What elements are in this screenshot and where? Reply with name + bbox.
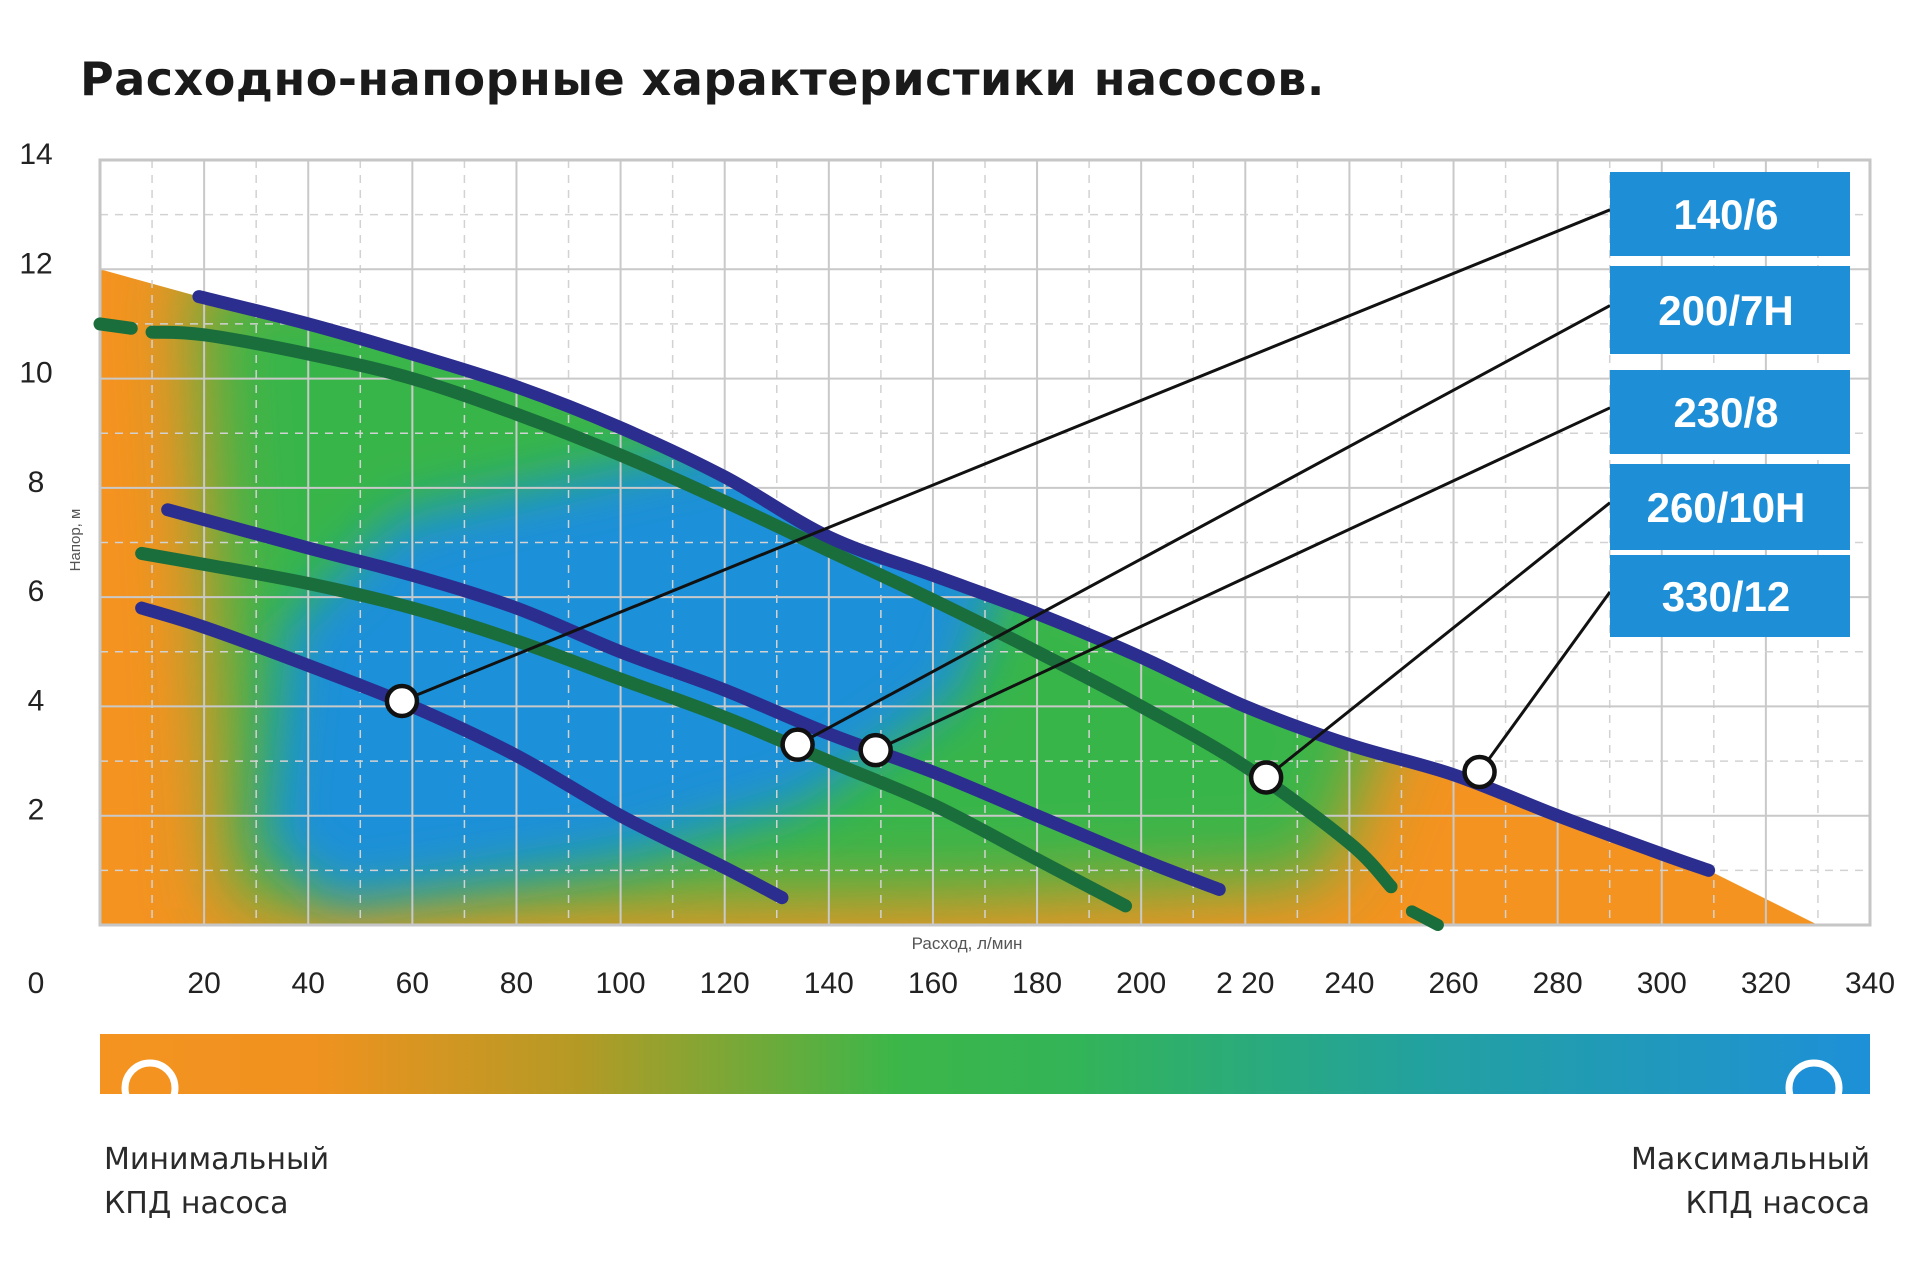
- max-efficiency-label: Максимальный КПД насоса: [1630, 1142, 1870, 1221]
- min-efficiency-label: Минимальный КПД насоса: [104, 1142, 330, 1221]
- operating-point-marker-1: [384, 683, 420, 719]
- legend-box-1: [1610, 172, 1850, 256]
- x-tick-label: 200: [1116, 967, 1166, 1000]
- x-tick-label: 320: [1741, 967, 1791, 1000]
- y-tick-label: 10: [19, 357, 52, 390]
- efficiency-gradient-bar: [100, 1034, 1870, 1094]
- legend-label-5: 330/12: [1662, 573, 1790, 620]
- x-tick-label: 180: [1012, 967, 1062, 1000]
- legend-box-4: [1610, 464, 1850, 550]
- leader-line-1: [401, 208, 1611, 703]
- x-tick-label: 120: [700, 967, 750, 1000]
- x-tick-label: 260: [1428, 967, 1478, 1000]
- legend-box-5: [1610, 555, 1850, 637]
- series-line-dash-end: [1405, 905, 1444, 931]
- series-line-3: [161, 503, 1226, 896]
- x-tick-label: 40: [292, 967, 325, 1000]
- callout-layer: 140/6 200/7H 230/8 260/10H 330/12: [384, 172, 1850, 795]
- legend-box-3: [1610, 370, 1850, 454]
- x-axis-label: Расход, л/мин: [912, 934, 1023, 953]
- plot-frame: [98, 158, 1872, 927]
- y-tick-label: 6: [28, 575, 45, 608]
- grid: [98, 158, 1872, 927]
- series-line-dash-start: [93, 317, 138, 335]
- x-tick-label: 240: [1324, 967, 1374, 1000]
- y-tick-label: 12: [19, 247, 52, 280]
- leader-line-2: [796, 304, 1611, 746]
- x-tick-label: 100: [596, 967, 646, 1000]
- operating-point-marker-5: [1462, 754, 1497, 790]
- leader-line-5: [1478, 591, 1612, 773]
- series-line-2: [135, 546, 1133, 913]
- min-efficiency-marker: [121, 1059, 179, 1094]
- x-tick-label: 20: [187, 967, 220, 1000]
- series-line-1: [135, 601, 789, 905]
- y-tick-label: 8: [28, 466, 45, 499]
- legend-label-4: 260/10H: [1647, 484, 1806, 531]
- operating-point-marker-2: [780, 727, 815, 762]
- leader-line-4: [1265, 501, 1611, 779]
- x-tick-label: 60: [396, 967, 429, 1000]
- y-tick-label: 2: [28, 794, 45, 827]
- legend-label-2: 200/7H: [1658, 287, 1793, 334]
- legend-label-1: 140/6: [1673, 191, 1778, 238]
- operating-point-marker-4: [1248, 760, 1284, 795]
- chart-canvas: 140/6 200/7H 230/8 260/10H 330/12 Напор, м Р…: [19, 138, 1895, 1000]
- x-tick-label: 340: [1845, 967, 1895, 1000]
- legend-label-3: 230/8: [1673, 389, 1778, 436]
- max-efficiency-marker: [1785, 1059, 1843, 1094]
- chart-title: Расходно-напорные характеристики насосов…: [80, 52, 1325, 106]
- legend-box-2: [1610, 266, 1850, 354]
- series-line-4: [145, 325, 1398, 894]
- y-axis-label: Напор, м: [67, 509, 84, 572]
- x-tick-label: 140: [804, 967, 854, 1000]
- x-tick-label: 280: [1533, 967, 1583, 1000]
- y-tick-label: 4: [28, 684, 45, 717]
- x-tick-label: 2 20: [1216, 967, 1274, 1000]
- x-tick-label: 160: [908, 967, 958, 1000]
- origin-label: 0: [28, 967, 45, 1000]
- x-tick-label: 80: [500, 967, 533, 1000]
- leader-line-3: [875, 406, 1611, 752]
- x-tick-label: 300: [1637, 967, 1687, 1000]
- y-tick-label: 14: [19, 138, 52, 171]
- operating-point-marker-3: [858, 732, 893, 768]
